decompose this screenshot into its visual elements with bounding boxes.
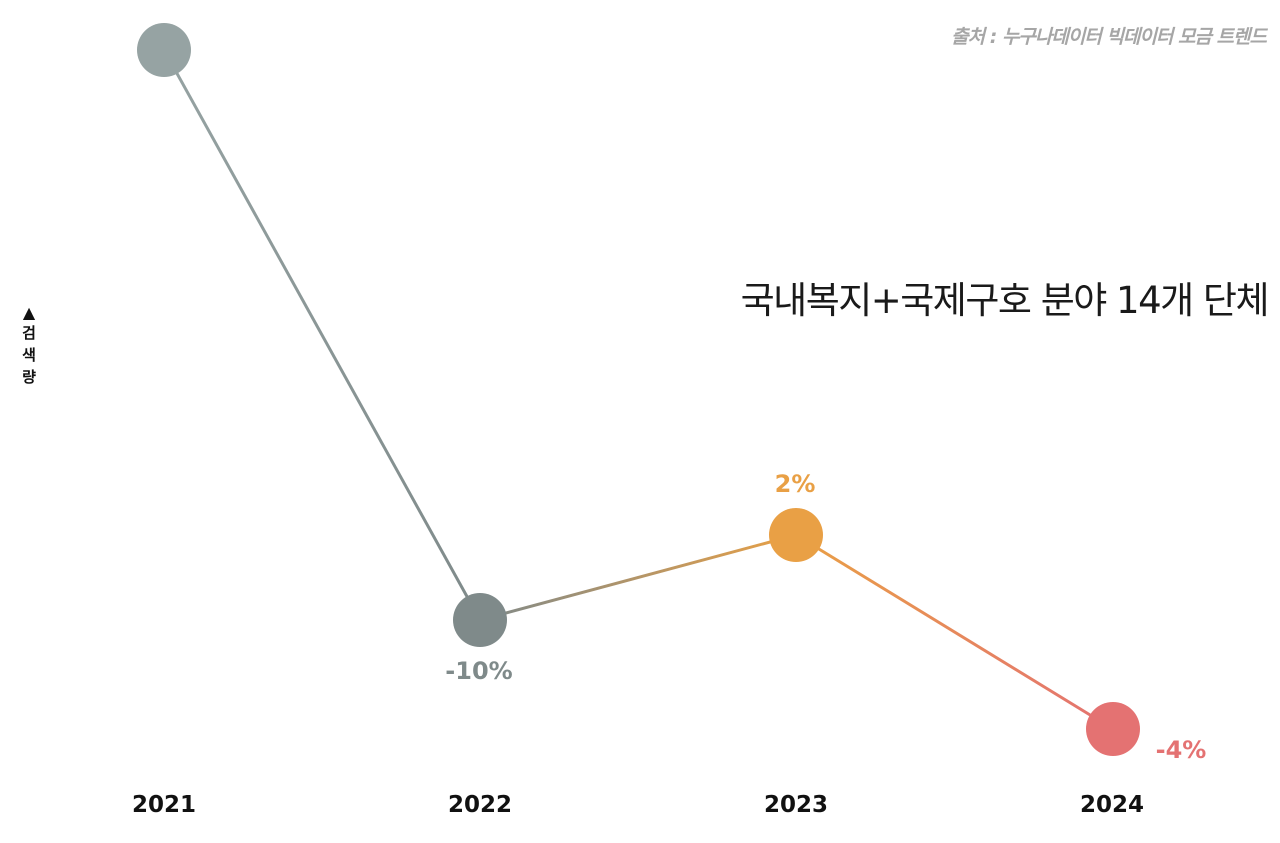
value-label-2023: 2% [774, 470, 816, 498]
chart-title: 국내복지+국제구호 분야 14개 단체 [740, 279, 1270, 322]
y-axis-label-char: 검 [22, 324, 36, 342]
y-axis-label-char: 색 [22, 346, 36, 364]
x-tick-2022: 2022 [447, 792, 512, 818]
x-tick-2023: 2023 [763, 792, 828, 818]
value-label-2024: -4% [1155, 736, 1207, 764]
line-segment-2023-2024 [795, 533, 1114, 731]
y-axis-label: ▲ 검 색 량 [18, 304, 40, 388]
line-segment-2022-2023 [479, 533, 797, 622]
data-point-2024 [1086, 702, 1140, 756]
data-point-2023 [769, 508, 823, 562]
x-tick-2024: 2024 [1079, 792, 1144, 818]
y-axis-label-char: 량 [22, 368, 36, 386]
x-tick-2021: 2021 [131, 792, 196, 818]
data-point-2021 [137, 23, 191, 77]
line-segment-2021-2022 [162, 49, 482, 621]
value-label-2022: -10% [445, 657, 513, 685]
up-arrow-icon: ▲ [22, 303, 36, 322]
data-point-2022 [453, 593, 507, 647]
source-note: 출처 : 누구나데이터 빅데이터 모금 트렌드 [951, 26, 1267, 48]
